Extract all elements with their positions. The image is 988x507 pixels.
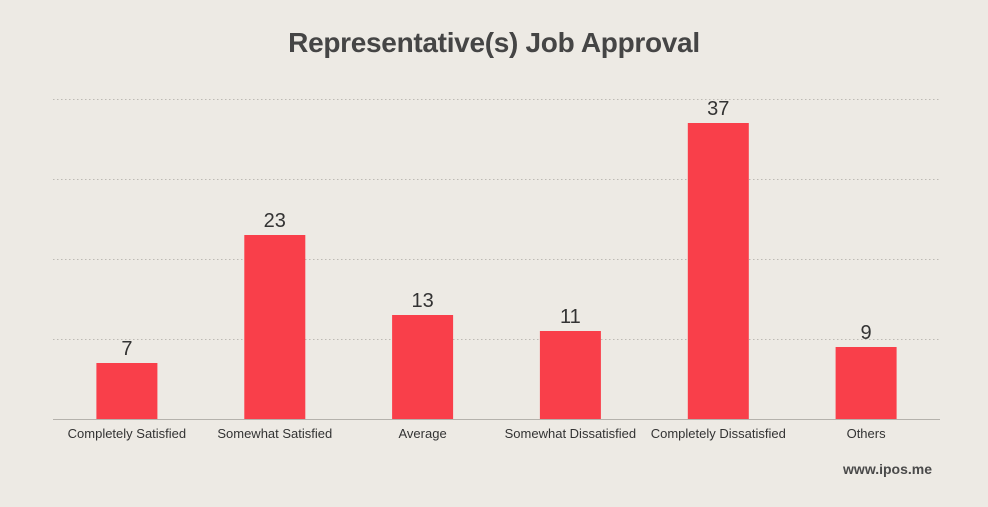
data-label: 23 (264, 210, 286, 232)
data-label: 11 (560, 306, 581, 328)
bar (539, 331, 601, 419)
bar (392, 315, 454, 419)
bar (244, 235, 306, 419)
x-tick-label: Completely Satisfied (68, 426, 187, 441)
x-tick-label: Average (399, 426, 447, 441)
data-label: 37 (707, 98, 729, 120)
x-tick-label: Somewhat Satisfied (217, 426, 332, 441)
data-label: 7 (121, 338, 132, 360)
bar (835, 347, 897, 419)
bar (687, 123, 749, 419)
data-label: 9 (861, 322, 872, 344)
bar (96, 363, 158, 419)
x-tick-label: Somewhat Dissatisfied (505, 426, 637, 441)
x-tick-label: Completely Dissatisfied (651, 426, 786, 441)
chart-title: Representative(s) Job Approval (288, 27, 700, 58)
watermark: www.ipos.me (843, 461, 932, 477)
x-tick-label: Others (847, 426, 887, 441)
data-label: 13 (411, 290, 433, 312)
